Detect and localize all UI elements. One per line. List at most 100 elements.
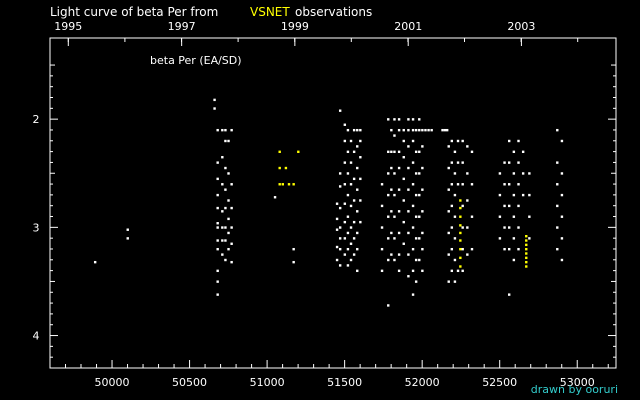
x-tick-label: 50000 bbox=[95, 376, 130, 389]
data-point bbox=[411, 293, 415, 296]
data-point bbox=[528, 172, 531, 175]
data-point bbox=[461, 183, 464, 186]
y-tick-label: 3 bbox=[33, 221, 40, 234]
data-point bbox=[466, 145, 469, 148]
data-point bbox=[352, 237, 356, 240]
year-label: 1995 bbox=[54, 20, 82, 33]
data-point bbox=[503, 161, 506, 164]
data-point bbox=[453, 193, 457, 197]
data-point bbox=[447, 145, 450, 148]
data-point-highlight bbox=[459, 206, 462, 210]
data-point bbox=[418, 193, 421, 197]
data-point bbox=[292, 247, 295, 251]
data-point bbox=[414, 280, 418, 283]
data-point bbox=[418, 118, 421, 121]
data-point bbox=[421, 231, 424, 235]
year-label: 2001 bbox=[394, 20, 422, 33]
data-point bbox=[411, 247, 415, 251]
data-point bbox=[450, 139, 454, 143]
data-point bbox=[512, 172, 516, 175]
data-point bbox=[387, 193, 390, 197]
data-point bbox=[397, 166, 401, 170]
data-point bbox=[421, 145, 424, 148]
data-point bbox=[224, 239, 227, 242]
x-tick-label: 52000 bbox=[405, 376, 440, 389]
data-point bbox=[230, 206, 233, 210]
x-tick-label: 50500 bbox=[172, 376, 207, 389]
data-point bbox=[227, 139, 230, 143]
data-point bbox=[556, 247, 559, 251]
data-point bbox=[397, 269, 401, 273]
data-point-highlight bbox=[459, 224, 462, 227]
data-point bbox=[418, 258, 421, 262]
data-point bbox=[338, 237, 342, 240]
data-point bbox=[512, 237, 516, 240]
data-point bbox=[407, 145, 410, 148]
data-point bbox=[517, 183, 520, 186]
data-point bbox=[402, 220, 405, 224]
data-point bbox=[227, 172, 230, 175]
data-point bbox=[224, 139, 227, 143]
data-point-highlight bbox=[525, 235, 528, 238]
data-point-highlight bbox=[278, 166, 281, 170]
data-point bbox=[216, 226, 219, 229]
year-label: 1997 bbox=[168, 20, 196, 33]
data-point bbox=[418, 128, 421, 132]
data-point bbox=[346, 231, 350, 235]
data-point bbox=[216, 193, 219, 197]
data-point bbox=[224, 166, 227, 170]
data-point bbox=[216, 177, 219, 181]
data-point bbox=[380, 247, 384, 251]
data-point bbox=[453, 258, 457, 262]
data-point bbox=[414, 150, 418, 154]
chart-annotation: beta Per (EA/SD) bbox=[150, 54, 242, 67]
data-point bbox=[414, 237, 418, 240]
data-point bbox=[407, 231, 410, 235]
title-suffix: observations bbox=[295, 5, 373, 19]
data-point bbox=[560, 215, 564, 218]
data-point bbox=[470, 247, 474, 251]
data-point bbox=[356, 128, 359, 132]
data-point bbox=[390, 150, 393, 154]
data-point bbox=[461, 139, 464, 143]
data-point bbox=[456, 183, 460, 186]
data-point bbox=[346, 128, 350, 132]
data-point bbox=[380, 269, 384, 273]
data-point bbox=[224, 128, 227, 132]
data-point bbox=[453, 237, 457, 240]
data-point bbox=[560, 193, 564, 197]
data-point-highlight bbox=[525, 247, 528, 251]
data-point-highlight bbox=[525, 243, 528, 247]
data-point bbox=[461, 161, 464, 164]
data-point bbox=[450, 204, 454, 208]
y-tick-label: 2 bbox=[33, 113, 40, 126]
data-point bbox=[393, 134, 396, 137]
data-point bbox=[470, 215, 474, 218]
data-point bbox=[230, 183, 233, 186]
data-point bbox=[427, 128, 430, 132]
data-point bbox=[508, 183, 511, 186]
data-point-highlight bbox=[459, 256, 462, 260]
data-point bbox=[556, 128, 559, 132]
plot-frame bbox=[49, 37, 617, 369]
data-point bbox=[216, 280, 219, 283]
data-point bbox=[227, 247, 230, 251]
data-point bbox=[221, 128, 224, 132]
data-point bbox=[411, 128, 415, 132]
data-point bbox=[216, 161, 219, 164]
data-point bbox=[521, 150, 525, 154]
data-point bbox=[390, 210, 393, 213]
data-point bbox=[397, 118, 401, 121]
data-point bbox=[230, 260, 233, 264]
data-point bbox=[456, 139, 460, 143]
data-point bbox=[352, 128, 356, 132]
data-point bbox=[216, 222, 219, 225]
data-point bbox=[498, 193, 502, 197]
data-point bbox=[335, 258, 339, 262]
data-point bbox=[352, 253, 356, 256]
data-point bbox=[335, 217, 339, 221]
data-point bbox=[380, 183, 384, 186]
data-point bbox=[407, 275, 410, 278]
data-point bbox=[338, 109, 342, 112]
data-point bbox=[356, 269, 359, 273]
